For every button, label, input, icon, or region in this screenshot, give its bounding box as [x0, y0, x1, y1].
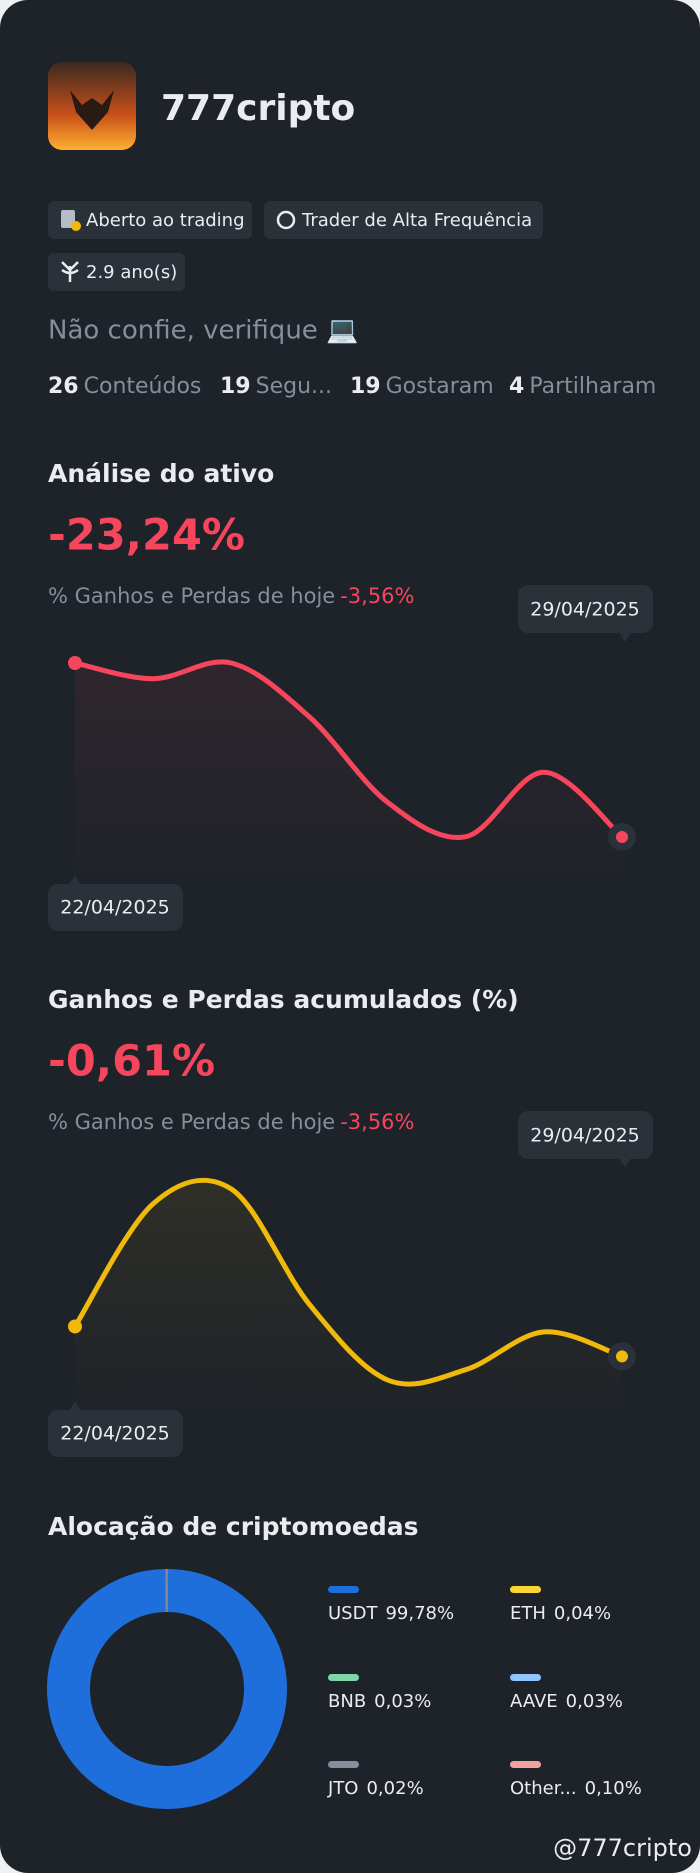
stat-count: 19 [350, 374, 381, 399]
badge [48, 253, 185, 291]
badge-icon [61, 261, 79, 282]
legend-value: 0,10% [585, 1778, 642, 1799]
legend-name: AAVE [510, 1691, 558, 1712]
legend-entry: AAVE 0,03% [510, 1691, 623, 1712]
legend-entry: JTO 0,02% [327, 1778, 424, 1799]
stat: 19 Gostaram [350, 374, 494, 399]
section-title: Alocação de criptomoedas [48, 1512, 418, 1541]
legend-value: 0,04% [554, 1603, 611, 1624]
badge-text: Aberto ao trading [86, 210, 245, 231]
legend-swatch [328, 1674, 359, 1681]
legend-value: 99,78% [385, 1603, 454, 1624]
tooltip-date: 22/04/2025 [60, 897, 170, 919]
legend-swatch [328, 1761, 359, 1768]
legend-name: Other... [510, 1778, 577, 1799]
tooltip-date: 22/04/2025 [60, 1423, 170, 1445]
badge-icon [71, 221, 81, 231]
stat-label: Partilharam [529, 374, 656, 399]
today-value: -3,56% [340, 584, 414, 608]
section-title: Ganhos e Perdas acumulados (%) [48, 985, 519, 1014]
section-title: Análise do ativo [48, 459, 274, 488]
badge-icon [276, 210, 296, 230]
tooltip [518, 1111, 653, 1159]
stat-count: 4 [509, 374, 524, 399]
legend-swatch [510, 1761, 541, 1768]
legend-entry: ETH 0,04% [510, 1603, 611, 1624]
tooltip-pointer [69, 1401, 81, 1411]
charts: Análise do ativo -23,24% % Ganhos e Perdas… [47, 459, 653, 1809]
headline-value: -23,24% [48, 511, 245, 561]
legend-entry: USDT 99,78% [328, 1603, 454, 1624]
point [68, 1319, 82, 1334]
point [68, 656, 82, 670]
legend-value: 0,03% [374, 1691, 431, 1712]
legend-swatch [510, 1586, 541, 1593]
legend-name: BNB [328, 1691, 366, 1712]
today-label: % Ganhos e Perdas de hoje [48, 1110, 335, 1134]
tooltip-date: 29/04/2025 [530, 1125, 640, 1147]
tooltip-pointer [619, 1158, 631, 1168]
line-area [75, 1180, 622, 1416]
legend-name: JTO [327, 1778, 358, 1799]
legend-entry: Other... 0,10% [510, 1778, 642, 1799]
legend-value: 0,03% [566, 1691, 623, 1712]
tooltip-date: 29/04/2025 [530, 599, 640, 621]
stat-label: Gostaram [386, 374, 494, 399]
headline-value: -0,61% [48, 1037, 215, 1087]
stat: 19 Segu... [220, 374, 332, 399]
legend-name: ETH [510, 1603, 546, 1624]
today-line: % Ganhos e Perdas de hoje -3,56% [48, 584, 415, 608]
legend-value: 0,02% [366, 1778, 423, 1799]
line [72, 1177, 625, 1387]
tooltip-pointer [619, 632, 631, 642]
line-area [75, 661, 622, 890]
stat-label: Conteúdos [84, 374, 202, 399]
tooltip [48, 1410, 183, 1457]
legend-name: USDT [328, 1603, 378, 1624]
tooltip-pointer [69, 875, 81, 885]
point [616, 831, 628, 843]
tooltip [518, 585, 653, 633]
avatar-art [70, 90, 114, 130]
stat-count: 19 [220, 374, 251, 399]
badge-text: Trader de Alta Frequência [301, 210, 532, 231]
badge-text: 2.9 ano(s) [86, 262, 177, 283]
stats: 26 Conteúdos 19 Segu... 19 Gostaram 4 Partilhar… [48, 374, 656, 399]
legend-entry: BNB 0,03% [328, 1691, 431, 1712]
legend-swatch [328, 1586, 359, 1593]
legend-swatch [510, 1674, 541, 1681]
badge-icon [61, 210, 75, 228]
badge [48, 201, 252, 239]
bio: Não confie, verifique 💻 [48, 316, 358, 346]
stat-label: Segu... [256, 374, 332, 399]
donut-slice [47, 1569, 288, 1809]
stat: 4 Partilharam [509, 374, 656, 399]
tooltip [48, 884, 183, 931]
badge [264, 201, 543, 239]
point [616, 1350, 628, 1363]
stat: 26 Conteúdos [48, 374, 201, 399]
today-value: -3,56% [340, 1110, 414, 1134]
today-label: % Ganhos e Perdas de hoje [48, 584, 335, 608]
watermark: @777cripto [553, 1834, 692, 1862]
profile-name: 777cripto [161, 88, 355, 129]
today-line: % Ganhos e Perdas de hoje -3,56% [48, 1110, 415, 1134]
line [72, 659, 625, 840]
stat-count: 26 [48, 374, 79, 399]
